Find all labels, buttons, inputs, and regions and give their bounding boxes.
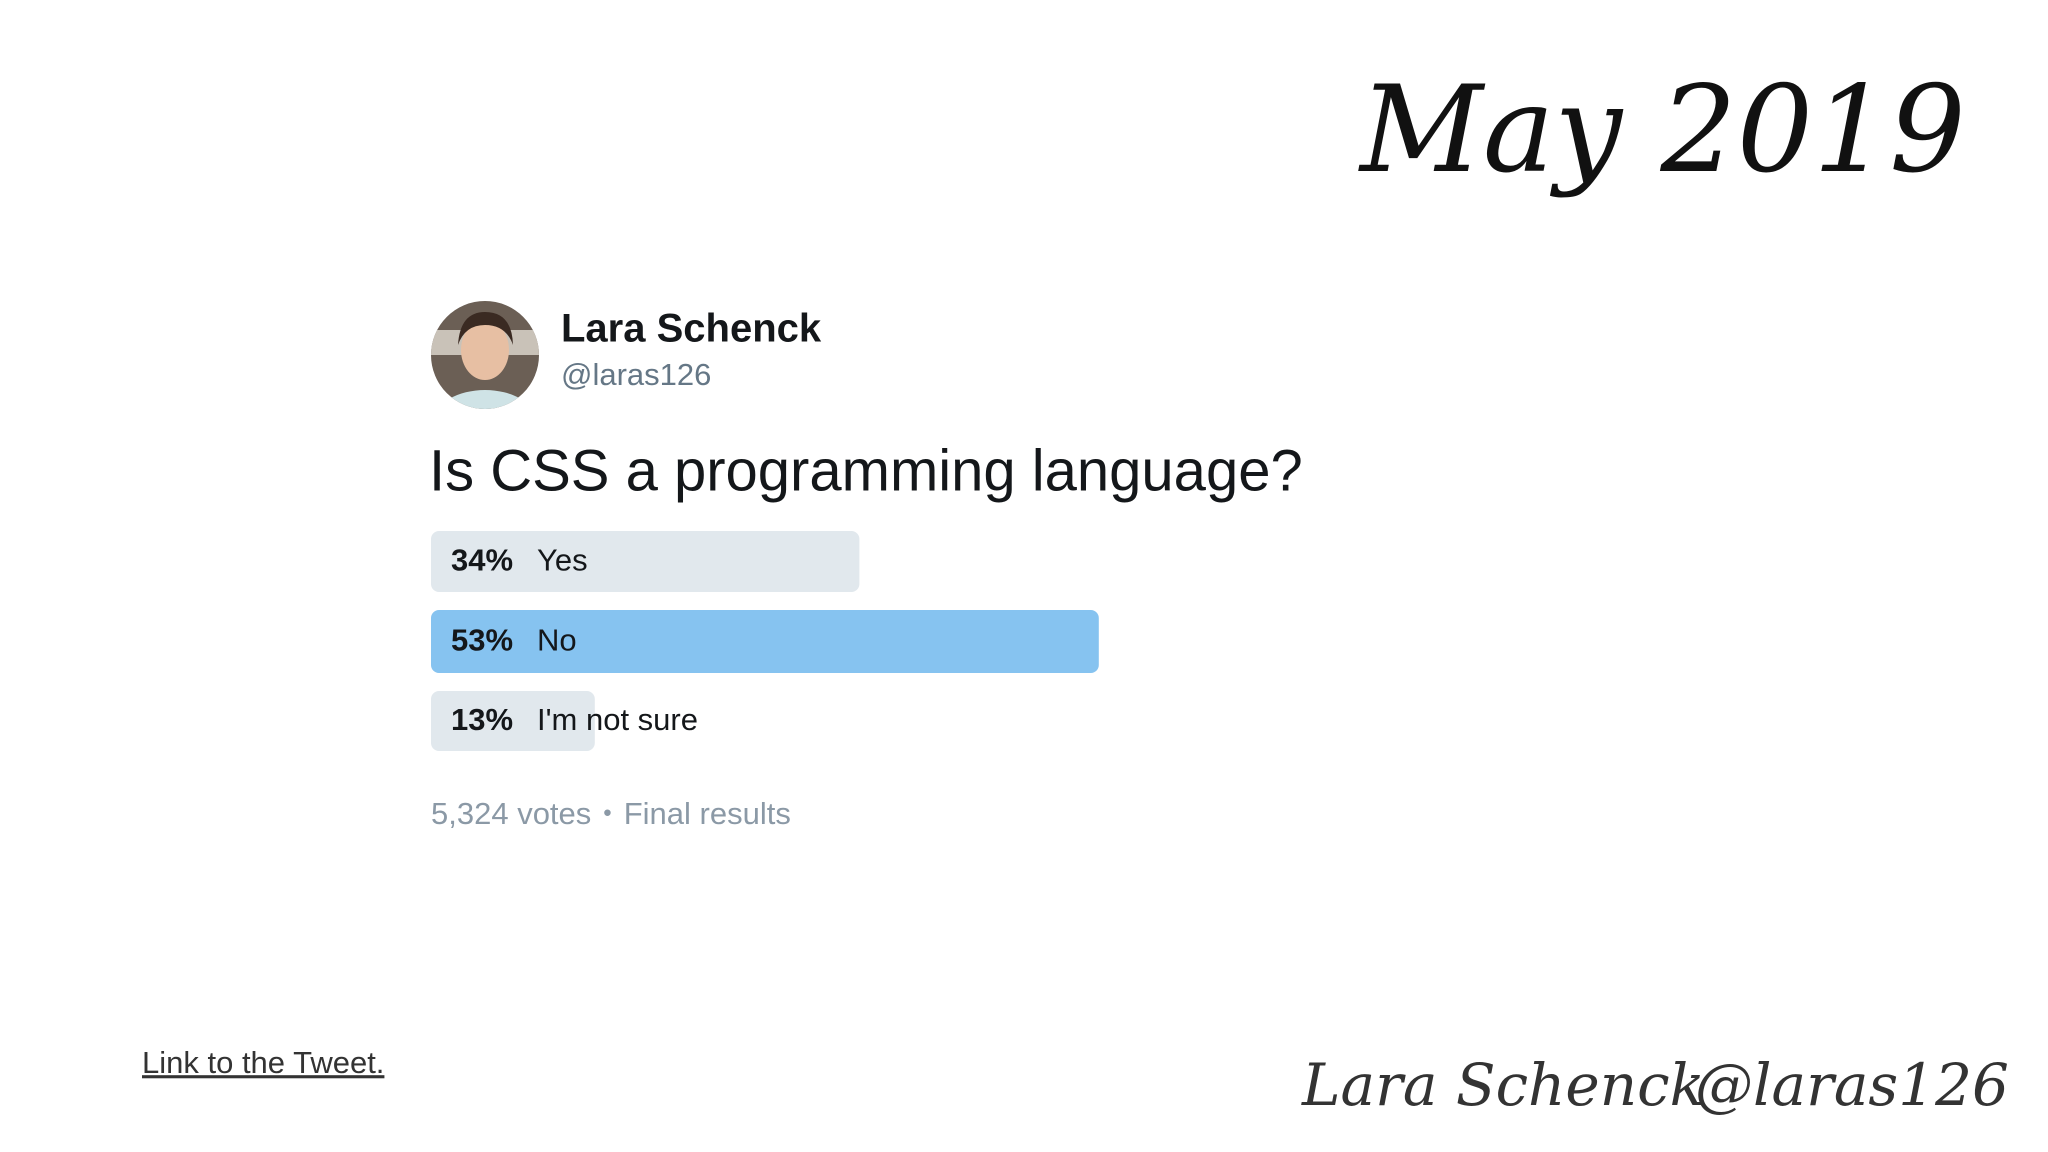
poll-percent: 13% <box>451 702 513 737</box>
poll-status: Final results <box>624 796 791 831</box>
signature-handle: @laras126 <box>1695 1051 2009 1119</box>
author-handle: @laras126 <box>561 357 711 392</box>
poll-option: Yes <box>537 543 588 578</box>
poll-percent: 53% <box>451 623 513 658</box>
question: Is CSS a programming language? <box>429 438 1303 503</box>
poll-bar <box>431 531 860 592</box>
date-heading: May 2019 <box>1358 61 1966 200</box>
signature-name: Lara Schenck <box>1301 1051 1705 1119</box>
poll-bar <box>431 691 595 751</box>
poll-option: I'm not sure <box>537 702 698 737</box>
separator: • <box>603 799 611 826</box>
poll-percent: 34% <box>451 543 513 578</box>
vote-count: 5,324 votes <box>431 796 591 831</box>
poll-option: No <box>537 623 577 658</box>
tweet-link[interactable]: Link to the Tweet. <box>142 1045 384 1080</box>
author-name: Lara Schenck <box>561 307 822 351</box>
poll: 34% Yes 53% No 13% I'm not sure <box>431 531 1099 751</box>
poll-bar <box>431 610 1099 673</box>
